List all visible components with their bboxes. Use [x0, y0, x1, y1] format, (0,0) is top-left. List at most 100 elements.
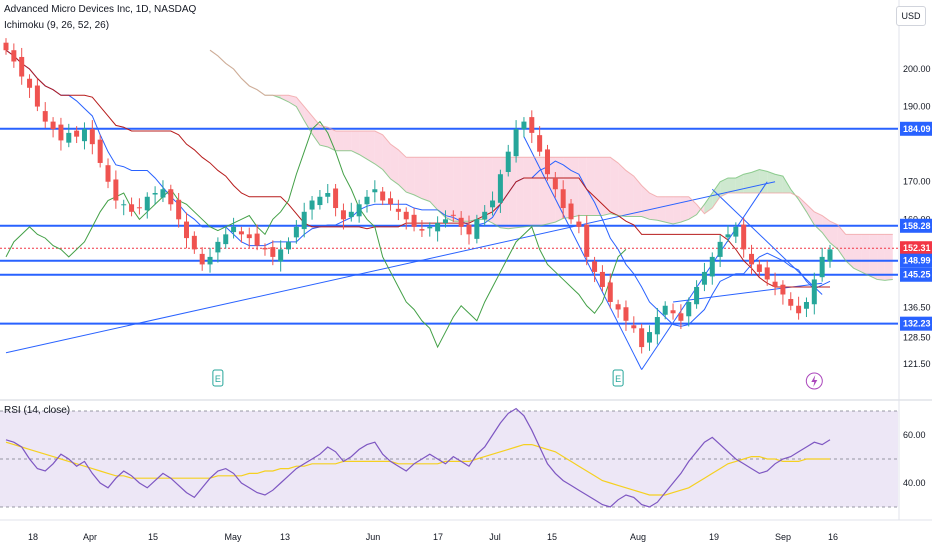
cloud-segment	[861, 234, 870, 276]
price-tick-label: 136.50	[903, 303, 931, 313]
candle-body	[709, 256, 715, 277]
cloud-segment	[429, 157, 438, 210]
time-tick-label: Jun	[366, 532, 381, 542]
candle-body	[537, 135, 543, 152]
currency-button[interactable]: USD	[896, 6, 926, 26]
cloud-segment	[343, 131, 352, 151]
candle-body	[254, 233, 260, 246]
cloud-segment	[523, 157, 532, 227]
time-tick-label: Aug	[630, 532, 646, 542]
candle-body	[340, 210, 346, 220]
time-tick-label: 16	[828, 532, 838, 542]
price-tag-label: 152.31	[903, 243, 931, 253]
cloud-segment	[406, 157, 415, 195]
cloud-segment	[759, 169, 768, 194]
candle-body	[113, 179, 119, 201]
cloud-segment	[414, 157, 422, 199]
rsi-label[interactable]: RSI (14, close)	[4, 405, 71, 416]
candle-body	[513, 129, 519, 157]
candle-body	[749, 253, 755, 265]
time-tick-label: 15	[547, 532, 557, 542]
cloud-segment	[382, 134, 391, 179]
candle-body	[325, 193, 331, 197]
earnings-marker-label: E	[215, 374, 221, 384]
time-tick-label: Sep	[775, 532, 791, 542]
candle-body	[647, 332, 653, 343]
candle-body	[388, 198, 394, 205]
candle-body	[286, 241, 292, 250]
rsi-pane	[0, 399, 932, 508]
cloud-segment	[610, 157, 619, 216]
price-tick-label: 200.00	[903, 64, 931, 74]
cloud-segment	[539, 157, 548, 226]
senkou-b-line	[209, 49, 893, 235]
candle-body	[58, 124, 64, 141]
earnings-marker-box	[612, 369, 624, 387]
candle-body	[450, 214, 456, 216]
cloud-segment	[421, 157, 430, 202]
candle-body	[403, 211, 409, 220]
candle-body	[278, 249, 284, 262]
candle-body	[301, 211, 307, 230]
candle-body	[231, 226, 237, 233]
candle-body	[592, 261, 598, 272]
chikou-line	[5, 120, 627, 349]
cloud-segment	[366, 131, 375, 164]
candle-body	[482, 211, 488, 220]
candle-body	[293, 226, 299, 238]
price-tick-label: 190.00	[903, 102, 931, 112]
candle-body	[631, 325, 637, 329]
price-tick-label: 121.50	[903, 359, 931, 369]
candle-body	[552, 178, 558, 190]
cloud-segment	[304, 106, 313, 134]
channel-line	[523, 136, 643, 370]
tenkan-line	[5, 49, 831, 327]
cloud-segment	[359, 131, 367, 160]
cloud-segment	[335, 131, 344, 151]
cloud-segment	[720, 177, 728, 197]
cloud-segment	[735, 174, 744, 194]
candle-body	[183, 221, 189, 239]
price-tag	[900, 218, 932, 233]
candle-body	[246, 234, 252, 239]
candle-body	[121, 204, 127, 206]
candle-body	[584, 224, 590, 257]
candle-body	[34, 85, 40, 107]
candle-body	[686, 301, 692, 317]
cloud-segment	[390, 144, 399, 185]
cloud-segment	[673, 196, 681, 225]
cloud-segment	[445, 157, 454, 222]
candle-body	[317, 196, 323, 206]
candle-body	[803, 301, 809, 309]
candle-body	[796, 305, 802, 314]
cloud-segment	[680, 196, 689, 223]
time-tick-label: Jul	[489, 532, 501, 542]
time-tick-label: 18	[28, 532, 38, 542]
cloud-segment	[633, 176, 642, 217]
earnings-marker: E	[612, 369, 624, 387]
price-tag	[900, 121, 932, 136]
candle-body	[42, 111, 48, 122]
cloud-segment	[531, 157, 540, 226]
price-tag	[900, 267, 932, 282]
earnings-marker-box	[212, 369, 224, 387]
cloud-segment	[853, 234, 862, 272]
candle-body	[215, 241, 221, 253]
candle-body	[607, 282, 613, 302]
ichimoku-label[interactable]: Ichimoku (9, 26, 52, 26)	[4, 20, 110, 31]
chart-title: Advanced Micro Devices Inc, 1D, NASDAQ	[4, 4, 197, 15]
rsi-band	[0, 411, 898, 507]
candle-body	[733, 226, 739, 237]
time-tick-label: 15	[148, 532, 158, 542]
candle-body	[827, 249, 833, 262]
dividend-marker	[805, 372, 823, 390]
cloud-segment	[508, 157, 517, 229]
candle-body	[3, 42, 9, 51]
candle-body	[372, 189, 378, 193]
long-trend-line	[5, 181, 776, 354]
kijun-line	[5, 49, 830, 288]
rsi-line	[5, 407, 831, 508]
price-tag-label: 158.28	[903, 221, 931, 231]
